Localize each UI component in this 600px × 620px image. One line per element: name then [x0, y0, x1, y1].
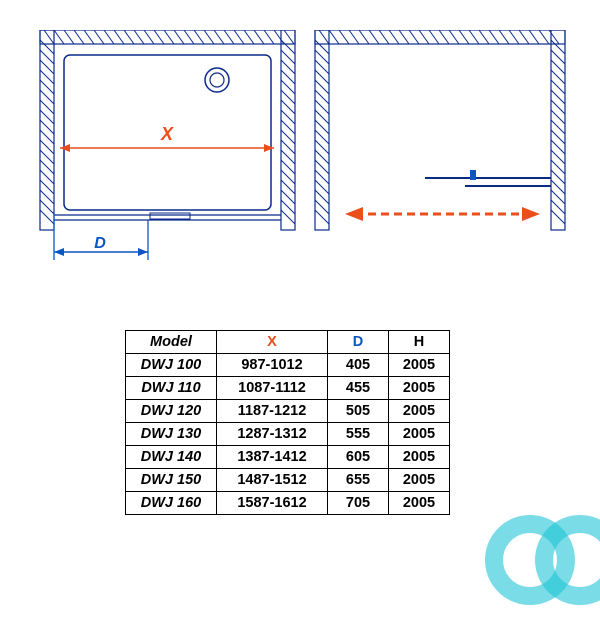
dimensions-table: Model X D H DWJ 100987-10124052005DWJ 11…: [125, 330, 450, 515]
col-model: Model: [126, 331, 217, 354]
col-d: D: [328, 331, 389, 354]
dimension-x-label: X: [160, 124, 174, 144]
table-header-row: Model X D H: [126, 331, 450, 354]
table-row: DWJ 1401387-14126052005: [126, 446, 450, 469]
col-h: H: [389, 331, 450, 354]
technical-diagram: X D: [30, 30, 570, 290]
watermark-logo: [450, 500, 600, 620]
front-view: [315, 30, 565, 230]
table-row: DWJ 1301287-13125552005: [126, 423, 450, 446]
top-view: X D: [40, 30, 295, 260]
table-row: DWJ 1201187-12125052005: [126, 400, 450, 423]
table-row: DWJ 1101087-11124552005: [126, 377, 450, 400]
col-x: X: [217, 331, 328, 354]
table-row: DWJ 1501487-15126552005: [126, 469, 450, 492]
table-row: DWJ 1601587-16127052005: [126, 492, 450, 515]
dimension-d-label: D: [94, 235, 106, 252]
table-row: DWJ 100987-10124052005: [126, 354, 450, 377]
